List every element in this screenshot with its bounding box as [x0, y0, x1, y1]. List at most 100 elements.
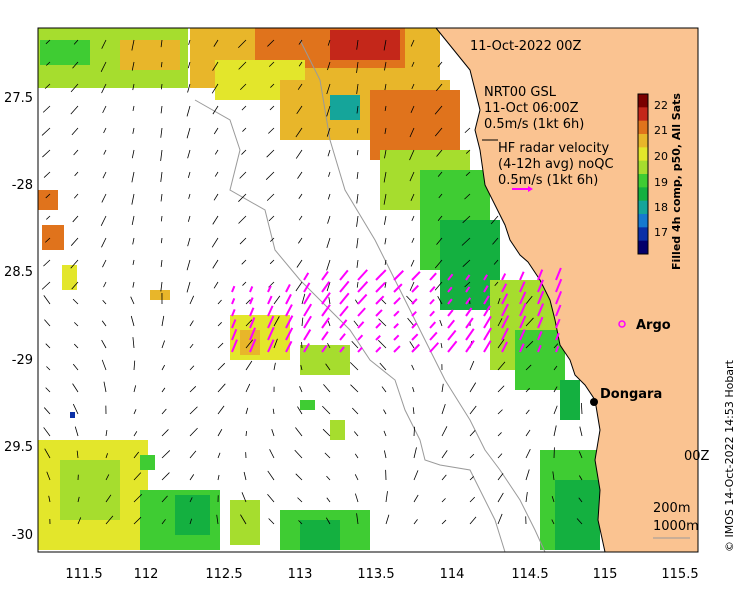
model-arrow [105, 474, 110, 481]
model-arrow [100, 215, 107, 226]
model-arrow [497, 513, 503, 525]
model-arrow [214, 149, 219, 155]
model-arrow [189, 365, 195, 371]
model-arrow [105, 494, 112, 503]
radar-arrow [285, 283, 291, 293]
model-arrow [578, 475, 583, 481]
model-arrow [326, 281, 331, 292]
radar-arrow [483, 285, 489, 293]
model-arrow [295, 127, 303, 138]
model-arrow [266, 149, 275, 158]
model-arrow [238, 61, 247, 70]
model-arrow [465, 149, 471, 154]
model-arrow [410, 259, 415, 267]
colorbar-segment [638, 187, 648, 202]
model-arrow [212, 61, 219, 71]
colorbar-segment [638, 160, 648, 175]
radar-arrow [393, 323, 399, 329]
model-arrow [211, 83, 219, 94]
model-arrow [325, 363, 331, 371]
model-arrow [409, 171, 415, 182]
model-arrow [217, 322, 222, 327]
model-arrow [525, 317, 534, 327]
model-arrow [300, 365, 303, 371]
model-arrow [326, 127, 331, 137]
radar-arrow [357, 321, 365, 329]
model-arrow [71, 127, 79, 136]
radar-arrow [429, 321, 437, 329]
model-arrow [497, 318, 503, 327]
y-tick-label: 28.5 [4, 265, 33, 280]
x-axis: 111.5 112 112.5 113 113.5 114 114.5 115 … [65, 567, 698, 582]
model-arrow [186, 281, 191, 293]
model-arrow [160, 281, 163, 292]
radar-arrow [393, 345, 401, 353]
radar-arrow [393, 297, 401, 305]
radar-arrow [303, 342, 311, 353]
radar-arrow [357, 346, 363, 353]
model-arrow [213, 39, 219, 47]
model-arrow [217, 474, 220, 481]
model-arrow [269, 449, 275, 459]
radar-arrow [519, 271, 525, 281]
model-arrow [353, 431, 359, 437]
model-arrow [497, 473, 504, 481]
radar-arrow [267, 305, 274, 317]
radar-arrow [375, 282, 386, 293]
model-arrow [132, 259, 135, 266]
model-arrow [412, 387, 415, 393]
model-arrow [48, 495, 51, 503]
model-arrow [497, 409, 503, 415]
colorbar-segment [638, 227, 648, 242]
model-arrow [239, 237, 247, 245]
model-arrow [464, 193, 471, 200]
model-arrow [553, 386, 558, 393]
model-arrow [161, 495, 168, 503]
model-arrow [434, 259, 443, 269]
model-arrow [133, 451, 140, 459]
model-arrow [296, 105, 303, 115]
contour-200m [299, 39, 546, 553]
colorbar-tick-label: 21 [654, 124, 668, 137]
model-arrow [189, 497, 193, 503]
dongara-marker [590, 398, 598, 406]
radar-arrow [285, 315, 294, 329]
x-tick-label: 111.5 [65, 567, 102, 582]
model-arrow [409, 281, 415, 291]
radar-arrow [357, 281, 369, 293]
radar-arrow [465, 339, 475, 353]
radar-arrow [231, 339, 238, 353]
model-arrow [295, 473, 303, 481]
model-arrow [379, 362, 387, 371]
model-arrow [434, 281, 443, 291]
model-arrow [436, 149, 443, 157]
model-arrow [553, 425, 557, 437]
model-arrow [161, 472, 170, 481]
model-arrow [525, 295, 533, 305]
model-arrow [409, 127, 415, 138]
model-arrow [353, 320, 359, 327]
model-arrow [356, 281, 359, 288]
radar-arrow [411, 271, 421, 281]
radar-arrow [501, 315, 510, 329]
model-arrow [297, 171, 303, 179]
radar-arrow [303, 272, 310, 281]
model-arrow [356, 193, 359, 204]
radar-arrow [519, 343, 525, 353]
model-arrow [102, 105, 107, 114]
model-arrow [413, 494, 419, 503]
model-arrow [351, 341, 359, 349]
radar-arrow [519, 315, 527, 329]
model-arrow [384, 237, 387, 245]
model-arrow [245, 430, 247, 437]
model-arrow [324, 452, 331, 459]
model-arrow [356, 171, 359, 179]
model-arrow [356, 513, 359, 525]
radar-arrow [231, 319, 237, 329]
model-arrow [189, 343, 194, 349]
model-arrow [497, 453, 503, 459]
model-arrow [411, 83, 415, 90]
radar-arrow [483, 340, 492, 353]
radar-arrow [303, 292, 312, 305]
model-arrow [326, 105, 331, 117]
